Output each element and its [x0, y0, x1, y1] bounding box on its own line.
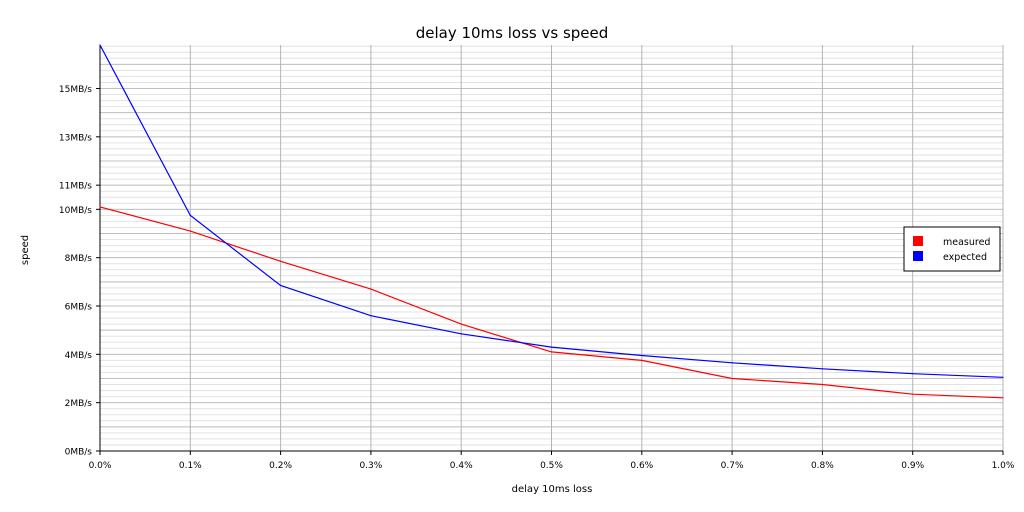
y-tick-label: 11MB/s: [59, 182, 92, 192]
y-tick-label: 4MB/s: [65, 351, 93, 361]
legend-label-measured: measured: [943, 237, 990, 248]
chart-title: delay 10ms loss vs speed: [416, 24, 609, 42]
data-point-expected: [912, 373, 914, 375]
x-tick-label: 0.6%: [630, 461, 653, 471]
grid: [99, 45, 1004, 452]
data-point-expected: [731, 362, 733, 364]
data-point-expected: [460, 333, 462, 335]
tick-labels: 0.0% 0.1% 0.2% 0.3% 0.4% 0.5% 0.6% 0.7% 0.8% 0.9%…: [59, 85, 1015, 471]
data-point-measured: [550, 351, 553, 353]
data-point-expected: [280, 284, 282, 287]
data-point-measured: [1002, 397, 1004, 399]
y-axis-title: speed: [20, 235, 31, 265]
data-point-measured: [189, 230, 191, 232]
x-tick-label: 0.7%: [721, 461, 744, 471]
data-point-expected: [641, 354, 643, 357]
y-tick-label: 10MB/s: [59, 206, 92, 216]
x-tick-label: 0.1%: [179, 461, 202, 471]
y-tick-label: 6MB/s: [65, 303, 93, 313]
y-tick-label: 2MB/s: [65, 399, 93, 409]
data-point-expected: [821, 368, 824, 370]
data-point-measured: [99, 206, 101, 208]
data-point-measured: [912, 393, 914, 395]
y-tick-label: 13MB/s: [59, 133, 92, 143]
data-point-expected: [1002, 376, 1004, 378]
data-point-expected: [189, 214, 191, 216]
data-point-expected: [550, 346, 553, 348]
x-tick-label: 1.0%: [992, 461, 1015, 471]
x-axis-title: delay 10ms loss: [512, 484, 593, 495]
x-tick-label: 0.4%: [450, 461, 473, 471]
data-point-measured: [460, 323, 462, 325]
data-point-measured: [821, 383, 824, 386]
data-point-expected: [370, 315, 372, 317]
legend: measured expected: [903, 226, 1001, 272]
series: [99, 44, 1004, 399]
data-point-measured: [731, 377, 733, 380]
data-point-expected: [99, 44, 101, 46]
y-tick-label: 15MB/s: [59, 85, 92, 95]
y-tick-label: 0MB/s: [65, 448, 93, 458]
axes: [96, 45, 1004, 455]
legend-swatch-expected: [913, 251, 923, 261]
data-point-measured: [641, 359, 643, 361]
data-point-measured: [280, 260, 282, 262]
x-tick-label: 0.9%: [901, 461, 924, 471]
legend-box: [903, 226, 1001, 272]
x-tick-label: 0.3%: [359, 461, 382, 471]
data-point-measured: [370, 288, 372, 290]
x-tick-label: 0.2%: [269, 461, 292, 471]
legend-swatch-measured: [913, 236, 923, 246]
y-tick-label: 8MB/s: [65, 254, 93, 264]
x-tick-label: 0.5%: [540, 461, 563, 471]
x-tick-label: 0.0%: [89, 461, 112, 471]
legend-label-expected: expected: [943, 252, 987, 263]
x-tick-label: 0.8%: [811, 461, 834, 471]
